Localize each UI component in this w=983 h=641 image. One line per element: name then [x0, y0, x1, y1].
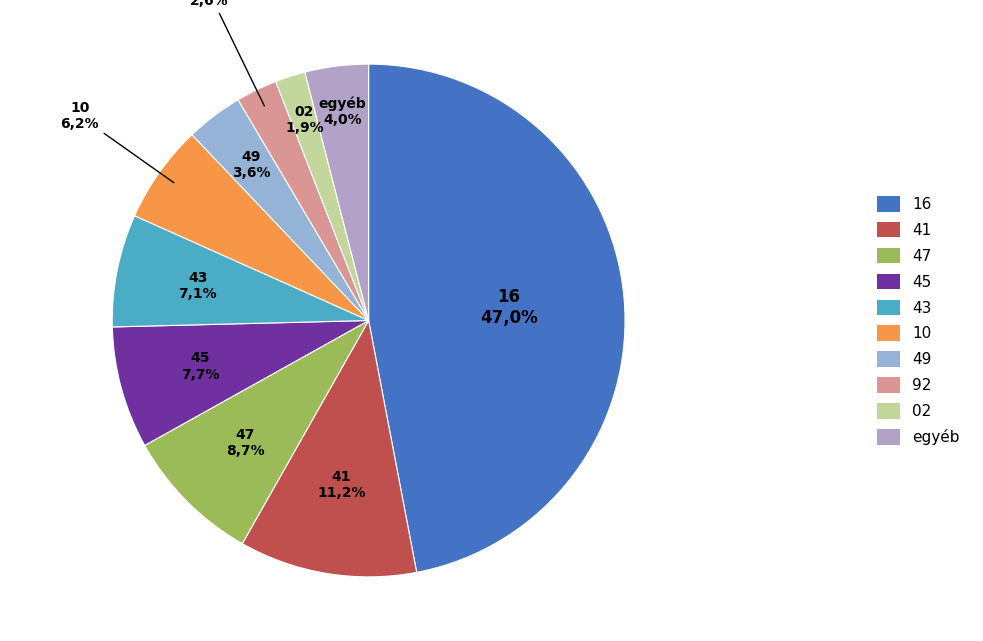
Wedge shape	[369, 64, 625, 572]
Text: egyéb
4,0%: egyéb 4,0%	[318, 97, 366, 128]
Wedge shape	[112, 320, 369, 445]
Text: 49
3,6%: 49 3,6%	[232, 150, 270, 180]
Wedge shape	[238, 81, 369, 320]
Text: 45
7,7%: 45 7,7%	[181, 351, 220, 381]
Wedge shape	[145, 320, 369, 544]
Wedge shape	[192, 100, 369, 320]
Text: 02
1,9%: 02 1,9%	[285, 105, 323, 135]
Text: 47
8,7%: 47 8,7%	[226, 428, 264, 458]
Wedge shape	[305, 64, 369, 321]
Text: 16
47,0%: 16 47,0%	[480, 288, 538, 327]
Text: 10
6,2%: 10 6,2%	[61, 101, 174, 183]
Legend: 16, 41, 47, 45, 43, 10, 49, 92, 02, egyéb: 16, 41, 47, 45, 43, 10, 49, 92, 02, egyé…	[871, 190, 965, 451]
Wedge shape	[276, 72, 369, 320]
Wedge shape	[112, 216, 369, 327]
Text: 41
11,2%: 41 11,2%	[318, 470, 366, 500]
Text: 43
7,1%: 43 7,1%	[178, 271, 217, 301]
Wedge shape	[135, 135, 369, 320]
Wedge shape	[242, 320, 417, 577]
Text: 92
2,6%: 92 2,6%	[190, 0, 264, 106]
